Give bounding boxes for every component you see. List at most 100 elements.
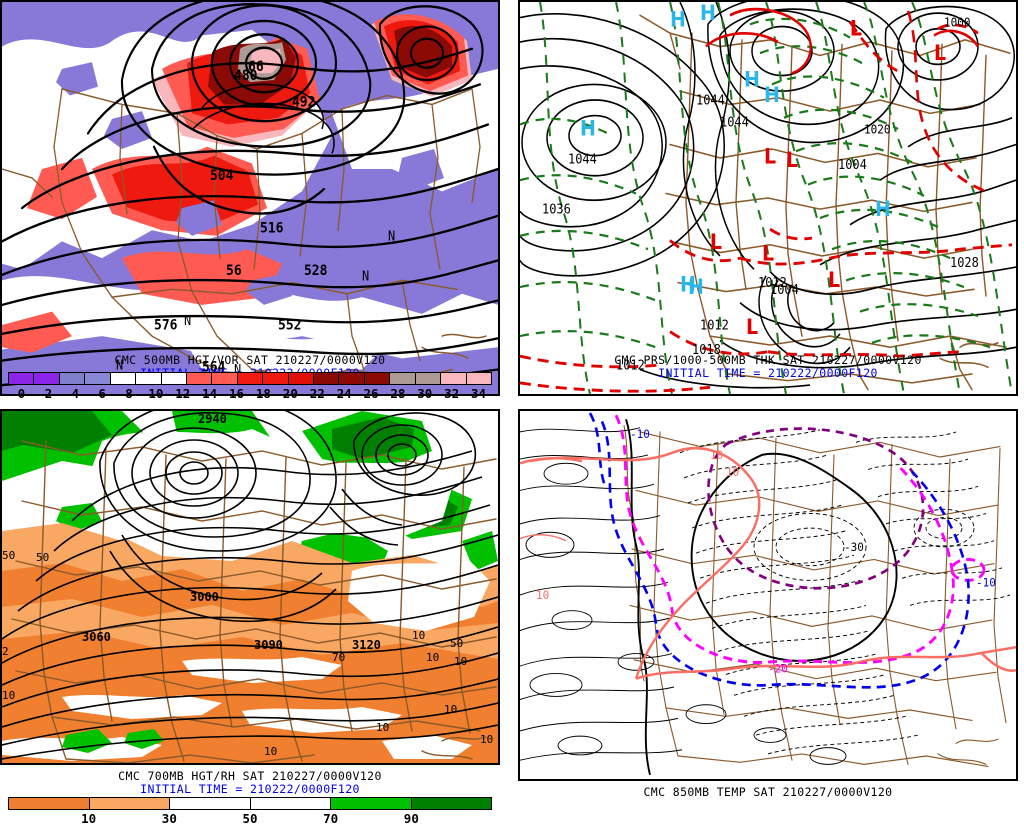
colorbar-swatch: [466, 373, 492, 384]
colorbar-tick-label: 20: [282, 386, 298, 401]
svg-text:1044: 1044: [568, 151, 597, 167]
colorbar-tick-label: 14: [202, 386, 218, 401]
svg-text:10: 10: [376, 721, 389, 734]
colorbar-swatch: [170, 798, 251, 809]
pressure-center-L: L: [786, 147, 798, 172]
pressure-center-L: L: [762, 240, 774, 265]
svg-text:N: N: [184, 312, 191, 328]
svg-text:1044: 1044: [720, 114, 749, 130]
svg-text:10: 10: [444, 703, 457, 716]
contour-label: 56: [226, 262, 242, 279]
svg-text:-10: -10: [976, 576, 996, 589]
svg-text:552: 552: [278, 317, 301, 334]
svg-text:1028: 1028: [950, 254, 979, 270]
svg-text:2: 2: [2, 645, 9, 658]
svg-text:1020: 1020: [864, 122, 890, 137]
svg-text:1036: 1036: [542, 201, 571, 217]
colorbar-tick-label: 0: [17, 386, 26, 401]
colorbar-tick-label: 16: [229, 386, 245, 401]
colorbar-tick-label: 30: [417, 386, 433, 401]
panel-700mb-hgt-rh[interactable]: 3000 3060 3090 2940 3120 50 50 70 50 10: [0, 409, 500, 826]
colorbar-swatch: [85, 373, 111, 384]
svg-text:3120: 3120: [352, 638, 381, 652]
svg-text:1012: 1012: [700, 317, 729, 333]
panel-850mb-temp[interactable]: 10 10 10 -10 -20 -30 -10 CMC 850MB TEMP …: [518, 409, 1018, 819]
colorbar-vorticity[interactable]: [8, 372, 492, 385]
panel-caption-850mb: CMC 850MB TEMP SAT 210227/0000V120: [643, 785, 893, 799]
colorbar-relative-humidity[interactable]: [8, 797, 492, 810]
colorbar-tick-label: 12: [175, 386, 191, 401]
svg-text:-10: -10: [630, 428, 650, 441]
svg-text:480: 480: [234, 67, 257, 84]
svg-text:50: 50: [450, 637, 463, 650]
pressure-center-H: H: [580, 116, 596, 141]
svg-text:1004: 1004: [838, 156, 867, 172]
svg-text:1018: 1018: [692, 341, 721, 357]
panel-caption-prs: CMC PRS/1000-500MB THK SAT 210227/0000V1…: [614, 353, 922, 367]
colorbar-relative-humidity-ticks: 10 30 50 70 90: [8, 811, 492, 827]
colorbar-tick-label: 34: [471, 386, 487, 401]
svg-text:50: 50: [36, 551, 49, 564]
colorbar-tick-label: 6: [98, 386, 106, 401]
panel-500mb-hgt-vor[interactable]: 66 56 480 492 504 516 528 552 564 576: [0, 0, 500, 401]
colorbar-swatch: [339, 373, 365, 384]
svg-text:576: 576: [154, 317, 177, 334]
colorbar-swatch: [161, 373, 187, 384]
colorbar-swatch: [263, 373, 289, 384]
panel-prs-thickness[interactable]: H H H H H H H H L L L L L: [518, 0, 1018, 396]
colorbar-swatch: [34, 373, 60, 384]
map-700mb-svg: 3000 3060 3090 2940 3120 50 50 70 50 10: [2, 411, 498, 763]
map-frame-850mb: 10 10 10 -10 -20 -30 -10: [518, 409, 1018, 781]
svg-text:-20: -20: [768, 662, 788, 675]
map-frame-700mb: 3000 3060 3090 2940 3120 50 50 70 50 10: [0, 409, 500, 765]
panel-init-time-700mb: INITIAL TIME = 210222/0000F120: [140, 782, 360, 796]
colorbar-swatch: [314, 373, 340, 384]
svg-text:3000: 3000: [190, 590, 219, 604]
svg-text:2940: 2940: [198, 412, 227, 426]
colorbar-swatch: [415, 373, 442, 384]
pressure-center-L: L: [828, 267, 840, 292]
colorbar-tick-label: 26: [363, 386, 379, 401]
svg-text:10: 10: [264, 745, 277, 758]
pressure-center-L: L: [746, 314, 758, 339]
colorbar-swatch: [136, 373, 162, 384]
svg-text:3090: 3090: [254, 638, 283, 652]
map-frame-prs: H H H H H H H H L L L L L: [518, 0, 1018, 396]
panel-caption-500mb: CMC 500MB HGT/VOR SAT 210227/0000V120: [114, 353, 386, 367]
pressure-center-H: H: [680, 272, 696, 297]
pressure-center-H: H: [700, 2, 716, 25]
colorbar-tick-label: 18: [255, 386, 271, 401]
colorbar-vorticity-ticks: 0 2 4 6 8 10 12 14 16 18 20 22 24 26 28 30 32 34: [8, 386, 492, 402]
map-500mb-svg: 66 56 480 492 504 516 528 552 564 576: [2, 2, 498, 394]
map-frame-500mb: 66 56 480 492 504 516 528 552 564 576: [0, 0, 500, 396]
pressure-center-H: H: [688, 274, 704, 299]
svg-text:50: 50: [2, 549, 15, 562]
panel-init-time-prs: INITIAL TIME = 210222/0000F120: [658, 366, 878, 380]
svg-text:N: N: [362, 268, 369, 284]
colorbar-swatch: [237, 373, 264, 384]
svg-text:10: 10: [426, 651, 439, 664]
svg-text:10: 10: [710, 449, 723, 462]
svg-text:1012: 1012: [758, 274, 787, 290]
pressure-center-H: H: [764, 82, 780, 107]
pressure-center-H: H: [670, 7, 686, 32]
svg-text:1004: 1004: [770, 281, 799, 297]
colorbar-swatch: [59, 373, 86, 384]
svg-text:70: 70: [332, 651, 345, 664]
colorbar-swatch: [110, 373, 137, 384]
colorbar-swatch: [411, 798, 491, 809]
svg-text:10: 10: [2, 689, 15, 702]
colorbar-tick-label: 4: [71, 386, 79, 401]
map-850mb-svg: 10 10 10 -10 -20 -30 -10: [520, 411, 1016, 779]
pressure-center-L: L: [850, 15, 862, 40]
svg-text:1044: 1044: [696, 92, 725, 108]
map-prs-svg: H H H H H H H H L L L L L: [520, 2, 1016, 394]
svg-text:10: 10: [412, 629, 425, 642]
colorbar-swatch: [331, 798, 412, 809]
svg-text:564: 564: [202, 359, 225, 376]
colorbar-swatch: [250, 798, 331, 809]
colorbar-swatch: [186, 373, 213, 384]
colorbar-tick-label: 32: [444, 386, 460, 401]
svg-text:N: N: [388, 228, 395, 244]
